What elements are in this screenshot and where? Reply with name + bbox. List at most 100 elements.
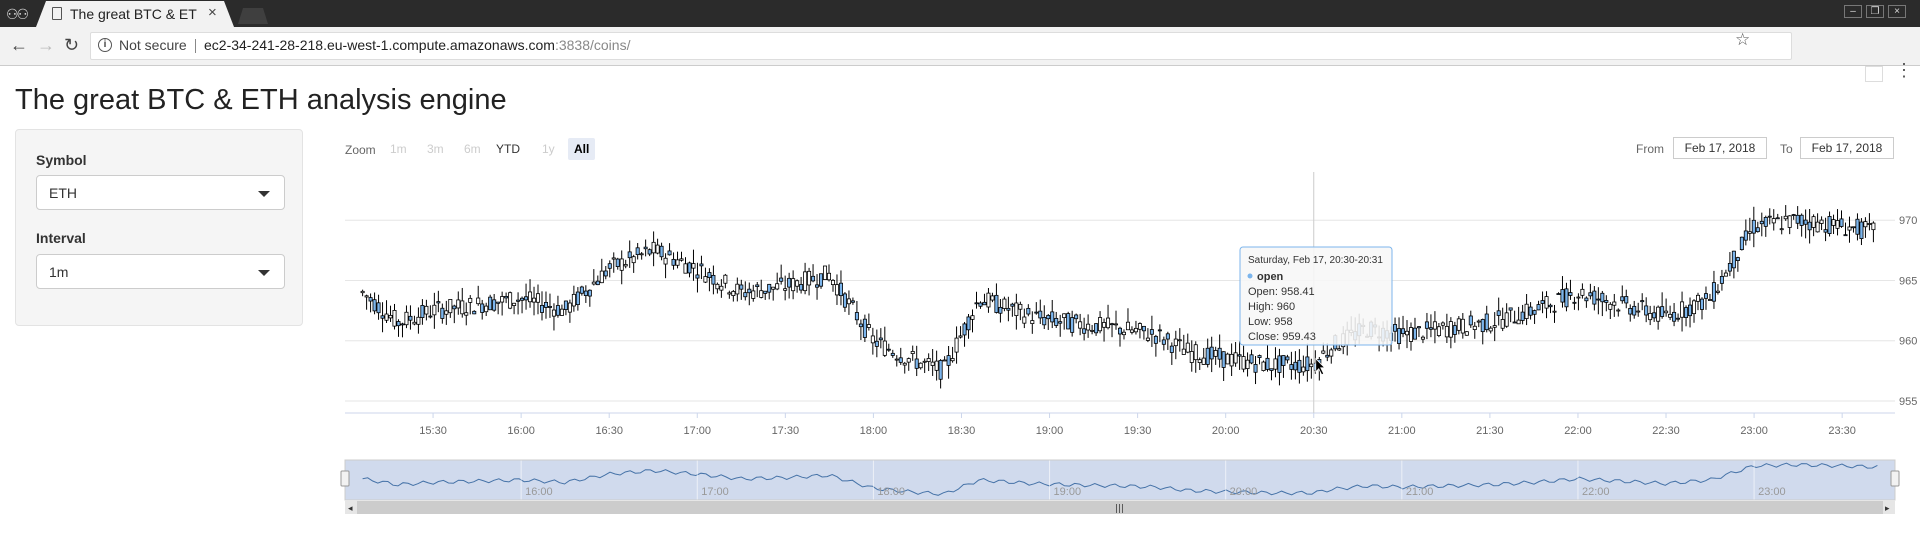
candle-body bbox=[1090, 329, 1095, 332]
candle-body bbox=[803, 271, 808, 292]
symbol-select[interactable]: ETH bbox=[36, 175, 285, 210]
candle-body bbox=[1863, 221, 1868, 228]
candle-body bbox=[1660, 306, 1665, 317]
candle-body bbox=[1696, 294, 1701, 302]
candle-body bbox=[1811, 216, 1816, 228]
bookmark-star-icon[interactable]: ☆ bbox=[1735, 30, 1751, 49]
candle-body bbox=[1628, 307, 1633, 315]
candle-body bbox=[532, 297, 537, 303]
candle-body bbox=[1799, 214, 1804, 226]
candle-body bbox=[711, 274, 716, 285]
candle-body bbox=[922, 360, 927, 363]
candle-body bbox=[898, 357, 903, 363]
candle-body bbox=[962, 323, 967, 336]
candle-body bbox=[1401, 328, 1406, 335]
candle-body bbox=[1436, 326, 1441, 336]
candle-body bbox=[934, 360, 939, 371]
zoom-ytd-button[interactable]: YTD bbox=[496, 142, 520, 156]
candle-body bbox=[659, 245, 664, 258]
candle-body bbox=[1775, 217, 1780, 220]
window-minimize-icon[interactable]: – bbox=[1844, 5, 1862, 18]
candle-body bbox=[1153, 335, 1158, 344]
new-tab-button[interactable] bbox=[238, 8, 268, 24]
zoom-all-button[interactable]: All bbox=[568, 138, 596, 160]
extension-icon[interactable] bbox=[1865, 66, 1883, 82]
candle-body bbox=[388, 314, 393, 319]
candle-body bbox=[1002, 298, 1007, 309]
candle-body bbox=[1847, 226, 1852, 231]
candle-body bbox=[1333, 335, 1338, 350]
address-bar[interactable]: i Not secure ec2-34-241-28-218.eu-west-1… bbox=[90, 32, 1792, 60]
tab-close-icon[interactable]: × bbox=[208, 4, 217, 21]
candle-body bbox=[1369, 321, 1374, 337]
x-tick-label: 23:00 bbox=[1740, 425, 1768, 437]
tooltip-value: Open: 958.41 bbox=[1248, 286, 1315, 298]
candle-body bbox=[1137, 323, 1142, 330]
candle-body bbox=[1464, 331, 1469, 336]
navigator-handle bbox=[1890, 470, 1900, 487]
candle-body bbox=[842, 293, 847, 308]
candle-body bbox=[994, 294, 999, 313]
candle-body bbox=[516, 299, 521, 302]
candle-body bbox=[667, 250, 672, 256]
to-date-input[interactable]: Feb 17, 2018 bbox=[1800, 137, 1894, 159]
x-tick-label: 15:30 bbox=[419, 425, 447, 437]
candle-body bbox=[1237, 354, 1242, 357]
window-restore-icon[interactable]: ❐ bbox=[1866, 5, 1884, 18]
symbol-label: Symbol bbox=[36, 152, 87, 168]
candle-body bbox=[1050, 311, 1055, 323]
candle-body bbox=[452, 305, 457, 310]
candle-body bbox=[1042, 317, 1047, 326]
candle-body bbox=[1632, 305, 1637, 316]
candle-body bbox=[1353, 331, 1358, 341]
candle-body bbox=[1070, 317, 1075, 333]
info-icon[interactable]: i bbox=[98, 38, 112, 52]
candle-body bbox=[539, 304, 544, 313]
forward-arrow-icon[interactable]: → bbox=[37, 35, 55, 55]
candle-body bbox=[1233, 352, 1238, 364]
candle-body bbox=[1385, 330, 1390, 339]
candle-body bbox=[1568, 292, 1573, 296]
kebab-menu-icon[interactable]: ⋮ bbox=[1895, 60, 1913, 80]
tooltip-value: Close: 959.43 bbox=[1248, 331, 1316, 343]
candle-body bbox=[1197, 359, 1202, 364]
chart-tooltip bbox=[1239, 246, 1393, 346]
candle-body bbox=[1329, 349, 1334, 357]
scrollbar-track bbox=[345, 501, 1895, 514]
interval-select[interactable]: 1m bbox=[36, 254, 285, 289]
candle-body bbox=[444, 310, 449, 315]
candle-body bbox=[1133, 327, 1138, 333]
candle-body bbox=[1743, 230, 1748, 241]
candle-body bbox=[854, 312, 859, 321]
candle-body bbox=[990, 295, 995, 301]
candle-body bbox=[1540, 300, 1545, 304]
candle-body bbox=[1747, 231, 1752, 234]
candle-body bbox=[1476, 320, 1481, 323]
zoom-1y-button[interactable]: 1y bbox=[542, 142, 555, 156]
zoom-1m-button[interactable]: 1m bbox=[390, 142, 407, 156]
from-date-input[interactable]: Feb 17, 2018 bbox=[1673, 137, 1767, 159]
back-arrow-icon[interactable]: ← bbox=[10, 35, 28, 55]
zoom-6m-button[interactable]: 6m bbox=[464, 142, 481, 156]
candle-body bbox=[1516, 319, 1521, 325]
candle-body bbox=[1604, 300, 1609, 303]
browser-tab[interactable]: The great BTC & ETH analysis engine × bbox=[36, 1, 234, 27]
candle-body bbox=[1281, 355, 1286, 366]
candle-body bbox=[1656, 306, 1661, 322]
candle-body bbox=[1592, 290, 1597, 305]
candle-body bbox=[1767, 215, 1772, 218]
caret-down-icon bbox=[258, 270, 270, 276]
browser-menu-icon[interactable]: ⚇⚇ bbox=[6, 6, 29, 22]
candle-body bbox=[866, 324, 871, 328]
scroll-right-icon: ▸ bbox=[1885, 504, 1890, 514]
reload-icon[interactable]: ↻ bbox=[64, 35, 80, 55]
window-close-icon[interactable]: × bbox=[1888, 5, 1906, 18]
x-tick-label: 22:30 bbox=[1652, 425, 1680, 437]
candle-body bbox=[1416, 326, 1421, 329]
tooltip-series-name: open bbox=[1257, 271, 1284, 283]
zoom-3m-button[interactable]: 3m bbox=[427, 142, 444, 156]
candle-body bbox=[1707, 299, 1712, 301]
candle-body bbox=[1719, 276, 1724, 284]
candle-body bbox=[1723, 272, 1728, 277]
candle-body bbox=[775, 283, 780, 290]
